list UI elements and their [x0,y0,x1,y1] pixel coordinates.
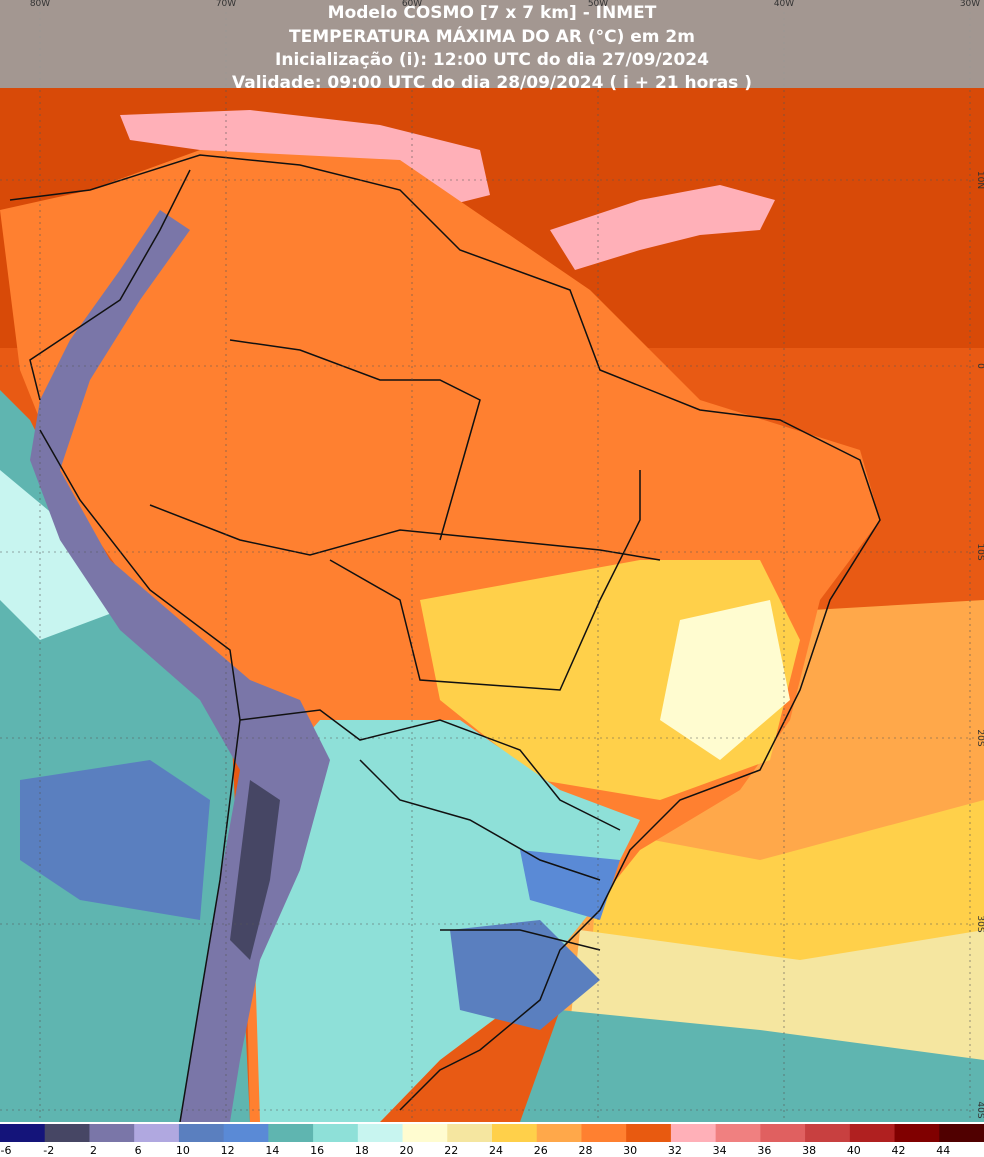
longitude-label: 30W [960,0,980,9]
legend-label: 42 [892,1144,906,1157]
legend-swatch [89,1124,135,1142]
cool-ocean [520,1010,984,1122]
latitude-label: 0 [975,363,984,369]
legend-swatch [134,1124,180,1142]
legend-swatch [626,1124,672,1142]
hot-patch [550,185,775,270]
legend-swatch [357,1124,404,1142]
cold-land [520,850,620,920]
latitude-label: 10N [975,171,984,189]
legend-swatch [805,1124,851,1142]
legend-label: -2 [43,1144,54,1157]
graticule [0,0,984,1122]
header-line: Inicialização (i): 12:00 UTC do dia 27/0… [275,50,709,70]
legend-label: 28 [578,1144,592,1157]
legend-swatch [760,1124,806,1142]
legend-swatch [402,1124,448,1142]
pacific-cool [20,760,210,920]
legend-label: -6 [1,1144,12,1157]
mild-land [660,600,790,760]
latitude-label: 10S [975,543,984,560]
legend-label: 40 [847,1144,861,1157]
header-line: Validade: 09:00 UTC do dia 28/09/2024 ( … [232,73,752,93]
header-line: TEMPERATURA MÁXIMA DO AR (°C) em 2m [289,25,695,47]
legend-label: 2 [90,1144,97,1157]
legend-swatch [223,1124,269,1142]
legend-label: 44 [936,1144,950,1157]
legend-swatch [894,1124,940,1142]
legend-swatch [0,1124,46,1142]
legend-swatch [447,1124,493,1142]
legend-label: 16 [310,1144,324,1157]
latitude-label: 30S [975,915,984,932]
header-band [0,0,984,88]
header-line: Modelo COSMO [7 x 7 km] - INMET [328,3,657,23]
longitude-label: 70W [216,0,236,9]
longitude-label: 60W [402,0,422,9]
borders [9,154,881,1123]
cool-land [250,720,640,1122]
legend-swatch [581,1124,627,1142]
legend-swatch [715,1124,761,1142]
legend-label: 20 [400,1144,414,1157]
legend-label: 30 [623,1144,637,1157]
legend-swatch [939,1124,984,1142]
legend-label: 32 [668,1144,682,1157]
legend-swatch [849,1124,896,1142]
legend-label: 22 [444,1144,458,1157]
color-legend: -6 -2 2 6 10 12 14 16 18 20 22 24 26 28 30 32 34 36 38 40 42… [0,1122,984,1157]
legend-label: 12 [221,1144,235,1157]
andes-peak [230,780,280,960]
longitude-label: 40W [774,0,794,9]
longitude-label: 50W [588,0,608,9]
legend-label: 36 [757,1144,771,1157]
legend-label: 38 [802,1144,816,1157]
legend-swatch [268,1124,314,1142]
legend-swatch [44,1124,90,1142]
latitude-label: 20S [975,729,984,746]
longitude-label: 80W [30,0,50,9]
legend-label: 10 [176,1144,190,1157]
legend-swatch [178,1124,225,1142]
legend-swatch [536,1124,582,1142]
legend-label: 6 [135,1144,142,1157]
legend-swatch [492,1124,538,1142]
legend-label: 14 [265,1144,279,1157]
legend-swatch [313,1124,359,1142]
legend-label: 34 [713,1144,727,1157]
latitude-label: 40S [975,1101,984,1118]
legend-swatch [670,1124,717,1142]
legend-label: 26 [534,1144,548,1157]
legend-label: 18 [355,1144,369,1157]
legend-label: 24 [489,1144,503,1157]
pacific-mild [0,470,120,640]
